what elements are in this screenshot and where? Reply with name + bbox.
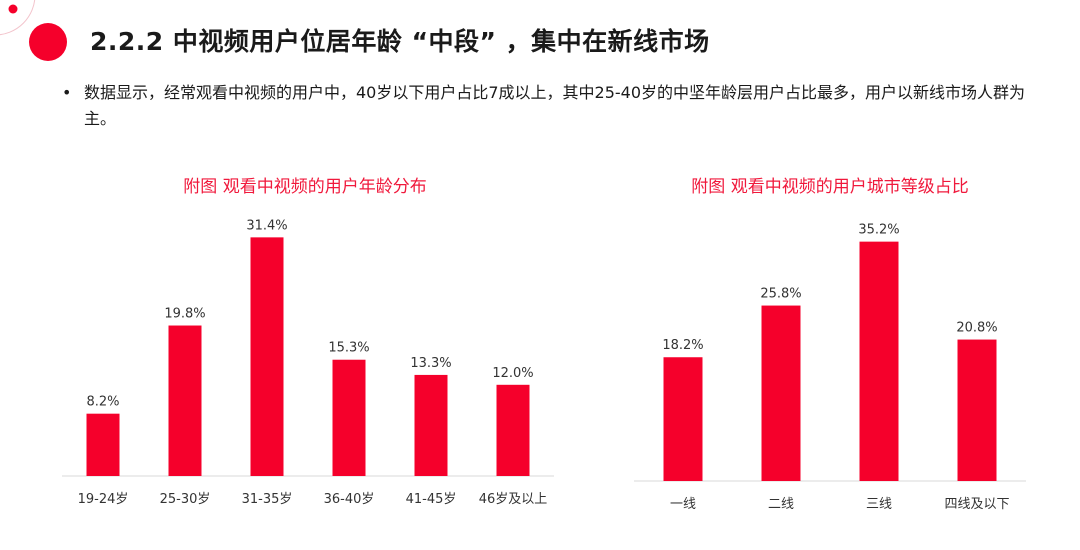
age-category-label-1: 19-24岁 — [78, 492, 129, 507]
age-category-label-3: 31-35岁 — [242, 492, 293, 507]
age-bar-3 — [250, 237, 284, 476]
city-value-label-1: 18.2% — [662, 338, 703, 353]
city-bar-2 — [761, 305, 801, 481]
age-value-label-4: 15.3% — [328, 341, 369, 356]
age-value-label-5: 13.3% — [410, 356, 451, 371]
city-value-label-4: 20.8% — [956, 321, 997, 336]
city-value-label-3: 35.2% — [858, 223, 899, 238]
summary-text: 数据显示，经常观看中视频的用户中，40岁以下用户占比7成以上，其中25-40岁的… — [84, 83, 1026, 128]
deco-small-dot — [8, 4, 18, 14]
city-category-label-4: 四线及以下 — [944, 497, 1009, 512]
age-bar-2 — [168, 325, 202, 476]
deco-red-circle — [29, 23, 67, 61]
age-category-label-5: 41-45岁 — [406, 492, 457, 507]
city-value-label-2: 25.8% — [760, 287, 801, 302]
age-chart-title: 附图 观看中视频的用户年龄分布 — [183, 177, 427, 197]
city-chart-title: 附图 观看中视频的用户城市等级占比 — [691, 177, 969, 197]
decorative-circles — [0, 0, 67, 61]
city-category-label-3: 三线 — [866, 497, 892, 512]
age-value-label-6: 12.0% — [492, 366, 533, 381]
age-value-label-2: 19.8% — [164, 307, 205, 322]
city-category-label-1: 一线 — [670, 497, 696, 512]
age-category-label-4: 36-40岁 — [324, 492, 375, 507]
age-bar-5 — [414, 374, 448, 476]
age-bar-6 — [496, 384, 530, 476]
city-bar-1 — [663, 357, 703, 481]
city-category-label-2: 二线 — [768, 497, 794, 512]
age-value-label-3: 31.4% — [246, 218, 287, 233]
age-category-label-6: 46岁及以上 — [479, 492, 548, 507]
city-bar-3 — [859, 241, 899, 481]
age-value-label-1: 8.2% — [86, 395, 119, 410]
summary-bullet: • 数据显示，经常观看中视频的用户中，40岁以下用户占比7成以上，其中25-40… — [62, 80, 1037, 132]
page-title: 2.2.2 中视频用户位居年龄 “中段” ，集中在新线市场 — [90, 27, 710, 56]
city-bar-4 — [957, 339, 997, 481]
bullet-marker: • — [62, 83, 72, 102]
age-category-label-2: 25-30岁 — [160, 492, 211, 507]
age-bar-1 — [86, 413, 120, 476]
age-bar-4 — [332, 359, 366, 476]
